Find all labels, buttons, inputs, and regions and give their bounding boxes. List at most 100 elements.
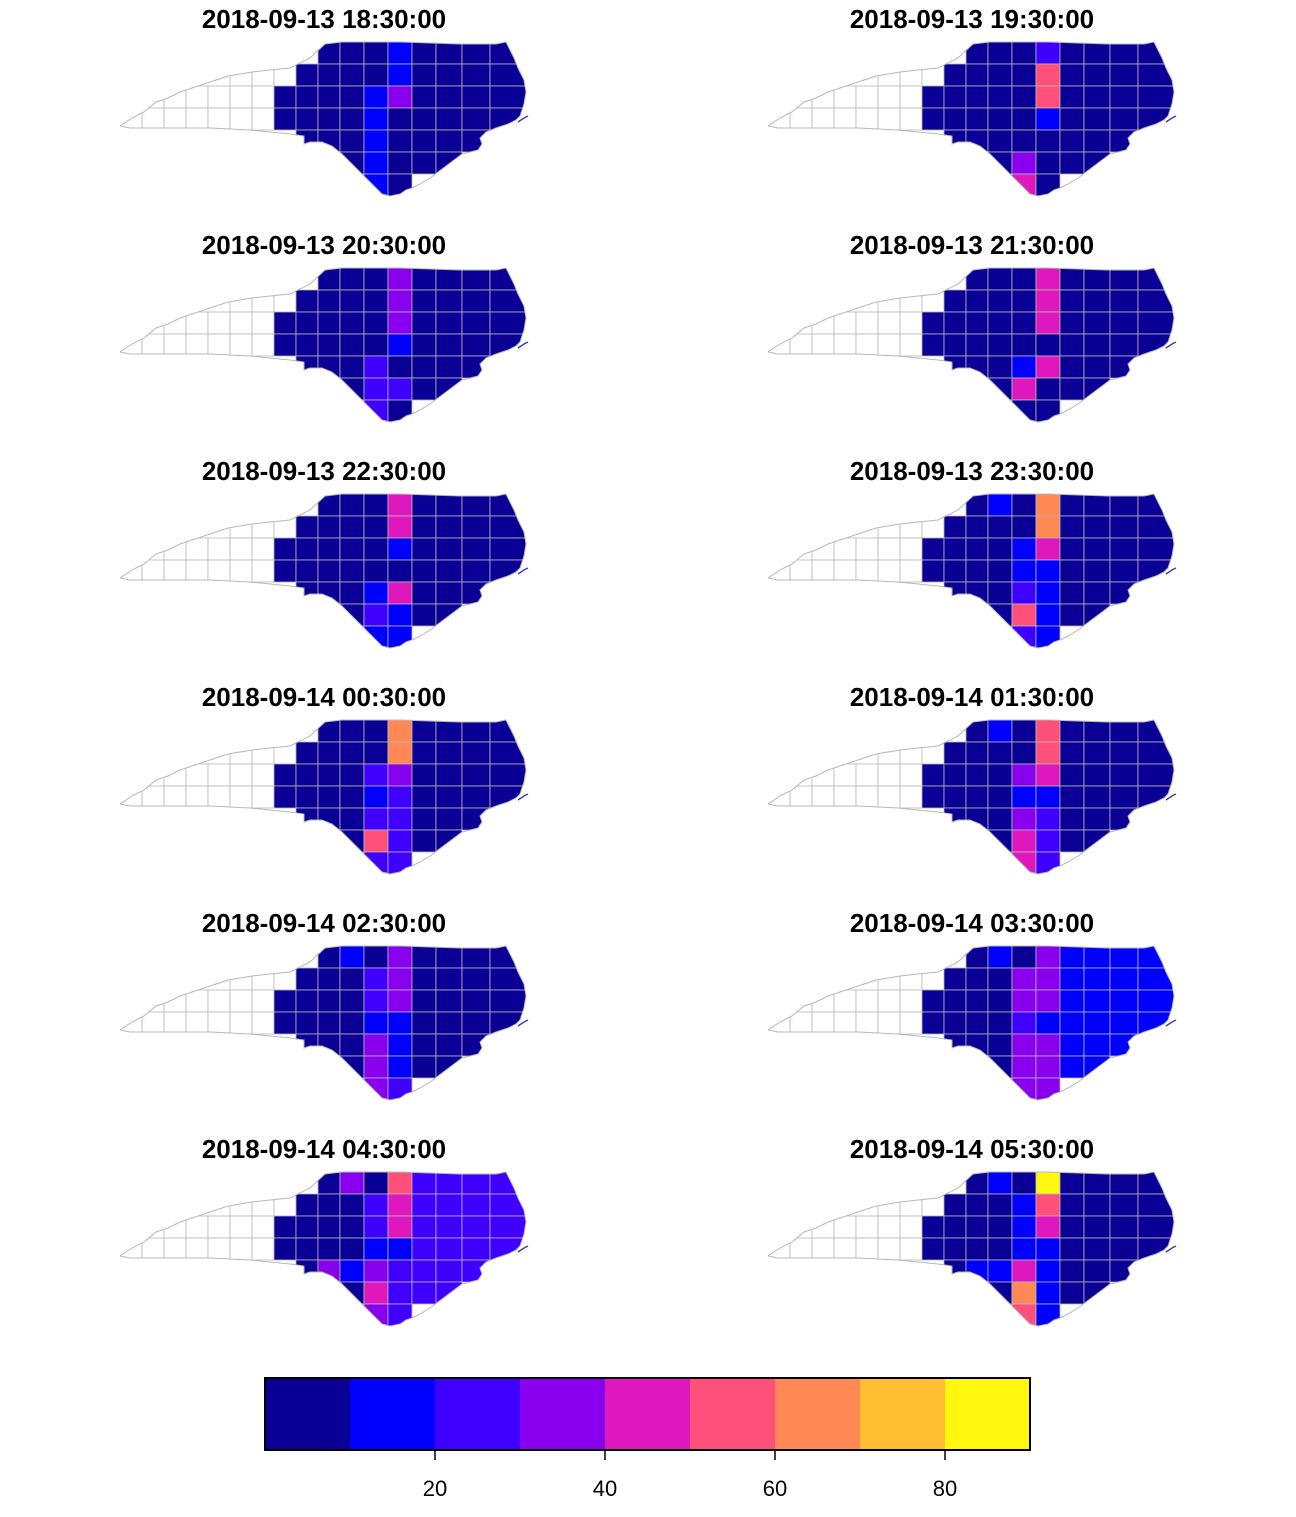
county-polygon <box>387 829 413 853</box>
county-polygon <box>1035 333 1061 357</box>
map-panel: 2018-09-14 05:30:00 <box>648 1130 1296 1356</box>
county-polygon <box>1109 129 1139 153</box>
county-polygon <box>1059 355 1085 379</box>
county-polygon <box>965 289 989 313</box>
county-polygon <box>1083 989 1111 1013</box>
county-polygon <box>207 1237 231 1261</box>
county-polygon <box>987 559 1013 583</box>
county-polygon <box>921 989 945 1013</box>
county-polygon <box>811 1011 835 1035</box>
map-panel: 2018-09-13 20:30:00 <box>0 226 648 452</box>
county-polygon <box>387 581 413 605</box>
county-polygon <box>411 494 437 517</box>
county-polygon <box>965 559 989 583</box>
county-polygon <box>1011 129 1037 153</box>
state-outline <box>768 267 1175 423</box>
county-polygon <box>435 763 463 787</box>
county-polygon <box>811 85 835 109</box>
county-polygon <box>899 537 923 561</box>
county-polygon <box>1011 515 1037 539</box>
county-polygon <box>1011 741 1037 765</box>
county-polygon <box>387 763 413 787</box>
county-polygon <box>943 1237 967 1261</box>
county-polygon <box>489 494 526 517</box>
county-polygon <box>1011 355 1037 379</box>
county-polygon <box>273 289 297 313</box>
county-polygon <box>921 537 945 561</box>
county-polygon <box>489 559 526 583</box>
county-polygon <box>489 333 526 357</box>
county-polygon <box>339 785 365 809</box>
legend-tick-label: 40 <box>593 1476 617 1501</box>
county-polygon <box>1011 107 1037 131</box>
county-polygon <box>363 107 389 131</box>
county-polygon <box>1011 1193 1037 1217</box>
county-polygon <box>1059 559 1085 583</box>
county-polygon <box>273 559 297 583</box>
county-polygon <box>273 967 297 991</box>
county-polygon <box>489 515 526 539</box>
county-polygon <box>1083 1215 1111 1239</box>
county-polygon <box>1109 946 1139 969</box>
county-polygon <box>489 720 526 743</box>
county-polygon <box>899 311 923 335</box>
county-polygon <box>1059 946 1085 969</box>
county-polygon <box>1109 741 1139 765</box>
map-panel: 2018-09-13 22:30:00 <box>0 452 648 678</box>
county-map <box>768 945 1177 1101</box>
county-polygon <box>363 1281 389 1305</box>
county-polygon <box>295 1215 319 1239</box>
county-polygon <box>163 1011 187 1035</box>
county-polygon <box>387 559 413 583</box>
county-polygon <box>1059 107 1085 131</box>
map-panel: 2018-09-13 21:30:00 <box>648 226 1296 452</box>
county-polygon <box>387 63 413 87</box>
county-polygon <box>387 1011 413 1035</box>
county-polygon <box>251 741 275 765</box>
county-polygon <box>251 289 275 313</box>
state-outline <box>120 719 527 875</box>
county-polygon <box>489 785 526 809</box>
county-polygon <box>921 333 945 357</box>
county-polygon <box>295 967 319 991</box>
county-polygon <box>987 1011 1013 1035</box>
county-polygon <box>1137 1011 1174 1035</box>
county-polygon <box>363 603 389 627</box>
county-polygon <box>1035 63 1061 87</box>
county-polygon <box>877 989 901 1013</box>
panel-title: 2018-09-13 19:30:00 <box>849 4 1095 34</box>
county-polygon <box>411 946 437 969</box>
state-outline <box>768 493 1175 649</box>
county-polygon <box>339 1193 365 1217</box>
county-polygon <box>1109 1215 1139 1239</box>
county-polygon <box>435 333 463 357</box>
map-panel: 2018-09-13 18:30:00 <box>0 0 648 226</box>
county-polygon <box>251 559 275 583</box>
county-polygon <box>1109 63 1139 87</box>
county-polygon <box>943 807 967 831</box>
county-polygon <box>411 1055 437 1079</box>
county-polygon <box>411 1259 437 1283</box>
county-polygon <box>1011 559 1037 583</box>
county-polygon <box>987 581 1013 605</box>
county-polygon <box>1059 1193 1085 1217</box>
county-polygon <box>1083 1259 1111 1283</box>
county-polygon <box>965 1011 989 1035</box>
county-polygon <box>489 741 526 765</box>
county-polygon <box>435 63 463 87</box>
county-polygon <box>855 989 879 1013</box>
county-polygon <box>317 1215 341 1239</box>
county-polygon <box>387 129 413 153</box>
county-polygon <box>387 1215 413 1239</box>
county-map <box>120 493 529 649</box>
county-polygon <box>163 333 187 357</box>
county-polygon <box>387 967 413 991</box>
county-polygon <box>461 1172 491 1195</box>
county-polygon <box>317 129 341 153</box>
county-polygon <box>317 63 341 87</box>
county-polygon <box>273 85 297 109</box>
county-polygon <box>489 1193 526 1217</box>
county-polygon <box>1011 63 1037 87</box>
county-polygon <box>339 1011 365 1035</box>
county-polygon <box>411 107 437 131</box>
